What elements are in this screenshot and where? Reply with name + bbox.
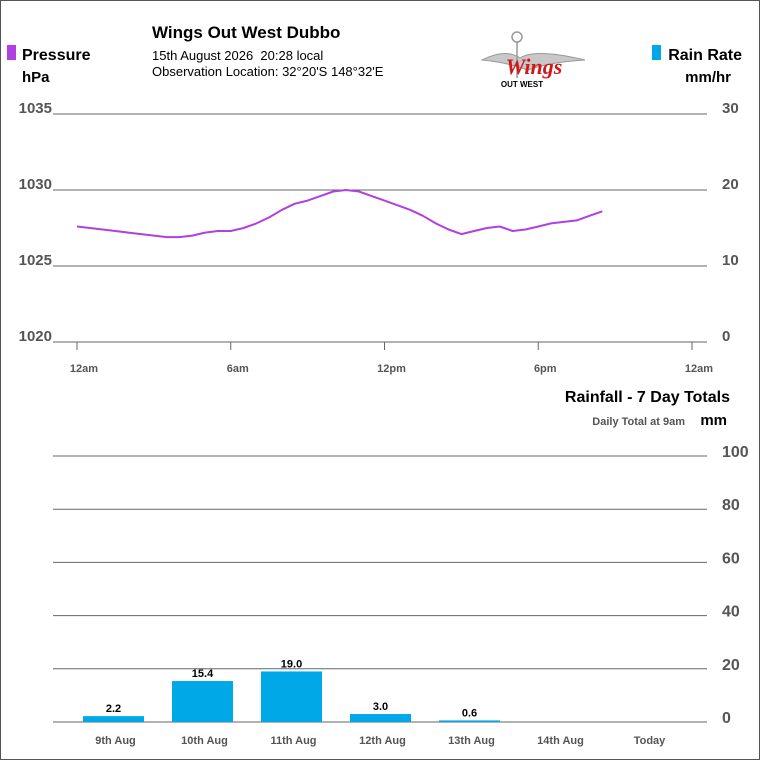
rainfall-value-label: 3.0 bbox=[373, 701, 388, 713]
rainfall-bars: 2.2 15.4 19.0 3.0 0.6 bbox=[83, 658, 500, 722]
rainfall-value-label: 19.0 bbox=[281, 658, 302, 670]
chart-title: Wings Out West Dubbo bbox=[152, 23, 340, 42]
pressure-y-tick-label: 1020 bbox=[19, 328, 52, 345]
rain-rate-legend-swatch bbox=[652, 45, 661, 60]
rainfall-value-label: 15.4 bbox=[192, 668, 214, 680]
rainfall-value-label: 2.2 bbox=[106, 703, 121, 715]
pressure-grid bbox=[53, 113, 707, 343]
rainfall-category-label: 13th Aug bbox=[448, 735, 495, 747]
pressure-y-tick-label: 1025 bbox=[19, 252, 52, 269]
observation-location: Observation Location: 32°20'S 148°32'E bbox=[152, 64, 384, 79]
rainfall-bar bbox=[83, 716, 144, 722]
rainfall-y-tick-label: 0 bbox=[722, 710, 731, 727]
rainfall-bar bbox=[439, 720, 500, 722]
rainfall-category-label: Today bbox=[634, 735, 666, 747]
pressure-line bbox=[76, 189, 603, 239]
rainfall-category-label: 10th Aug bbox=[181, 735, 228, 747]
rainfall-y-tick-label: 40 bbox=[722, 604, 740, 621]
rainfall-axis: 0 20 40 60 80 100 9th Aug 10th Aug 11th Aug 12th … bbox=[95, 444, 749, 747]
pressure-legend-swatch bbox=[7, 45, 16, 60]
observation-datetime: 15th August 2026 20:28 local bbox=[152, 48, 323, 63]
rainfall-chart-title: Rainfall - 7 Day Totals bbox=[565, 389, 730, 406]
rainfall-chart-subtitle: Daily Total at 9am bbox=[592, 416, 685, 428]
rainfall-y-tick-label: 20 bbox=[722, 657, 740, 674]
rain-rate-y-tick-label: 30 bbox=[722, 100, 739, 117]
rainfall-bar bbox=[172, 681, 233, 722]
logo-subtext: OUT WEST bbox=[501, 80, 543, 89]
pressure-unit-label: hPa bbox=[22, 69, 50, 86]
rainfall-category-label: 9th Aug bbox=[95, 735, 136, 747]
rainfall-category-label: 14th Aug bbox=[537, 735, 584, 747]
pressure-series bbox=[76, 189, 603, 239]
rain-rate-y-tick-label: 20 bbox=[722, 176, 739, 193]
rainfall-y-tick-label: 60 bbox=[722, 550, 740, 567]
rain-rate-unit-label: mm/hr bbox=[685, 69, 731, 86]
time-tick-label: 12am bbox=[685, 363, 713, 375]
pressure-y-tick-label: 1035 bbox=[19, 100, 52, 117]
pressure-axis: 1020 0 1025 10 1030 20 1035 30 12am 6am 12pm 6pm 12a… bbox=[19, 100, 739, 375]
rain-rate-y-tick-label: 10 bbox=[722, 252, 739, 269]
rainfall-y-tick-label: 80 bbox=[722, 497, 740, 514]
rainfall-unit-label: mm bbox=[700, 412, 727, 429]
time-tick-label: 6am bbox=[227, 363, 249, 375]
rainfall-bar bbox=[350, 714, 411, 722]
pressure-legend-label: Pressure bbox=[22, 47, 91, 64]
rain-rate-legend-label: Rain Rate bbox=[668, 47, 742, 64]
rainfall-grid bbox=[53, 455, 707, 723]
rainfall-value-label: 0.6 bbox=[462, 707, 477, 719]
time-tick-label: 12pm bbox=[377, 363, 406, 375]
rainfall-category-label: 11th Aug bbox=[270, 735, 316, 747]
rain-rate-y-tick-label: 0 bbox=[722, 328, 730, 345]
logo-wordmark: Wings bbox=[506, 54, 563, 79]
time-tick-label: 12am bbox=[70, 363, 98, 375]
pressure-y-tick-label: 1030 bbox=[19, 176, 52, 193]
time-tick-label: 6pm bbox=[534, 363, 557, 375]
wings-logo: Wings OUT WEST bbox=[480, 31, 586, 89]
rainfall-bar bbox=[261, 671, 322, 722]
rainfall-y-tick-label: 100 bbox=[722, 444, 749, 461]
rainfall-category-label: 12th Aug bbox=[359, 735, 406, 747]
